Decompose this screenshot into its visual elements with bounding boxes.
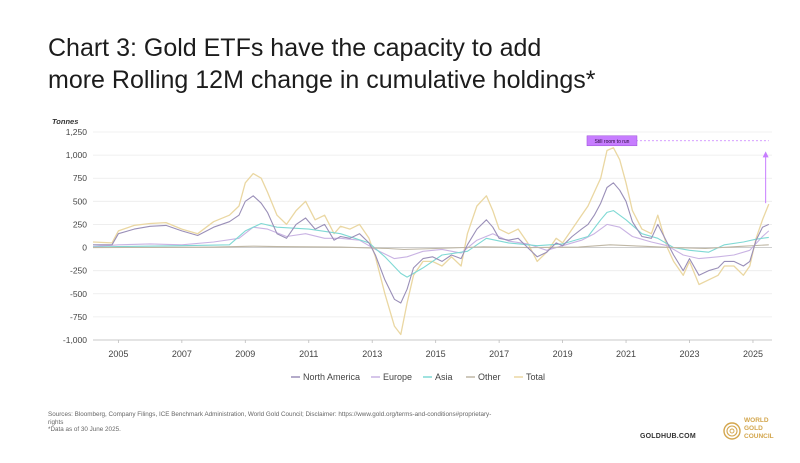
series-line-total xyxy=(92,147,770,336)
sources-line-1: Sources: Bloomberg, Company Filings, ICE… xyxy=(48,411,492,418)
x-tick-label: 2005 xyxy=(108,349,128,359)
legend-entry: Total xyxy=(526,372,545,382)
goldhub-link[interactable]: GOLDHUB.COM xyxy=(640,433,696,440)
data-date-note: *Data as of 30 June 2025. xyxy=(48,426,121,434)
y-tick-label: 1,000 xyxy=(66,150,88,160)
legend-entry: Other xyxy=(478,372,501,382)
y-tick-labels: -1,000 -750 -500 -250 0 250 500 750 1,000 1,250 xyxy=(63,127,87,345)
series-line-other xyxy=(92,244,769,250)
gridlines xyxy=(93,131,772,341)
x-tick-label: 2009 xyxy=(235,349,255,359)
y-tick-label: 250 xyxy=(73,219,87,229)
chart-svg: -1,000 -750 -500 -250 0 250 500 750 1,000 1,250 2… xyxy=(52,117,772,382)
x-tick-label: 2025 xyxy=(743,349,763,359)
logo-text: WORLD GOLD COUNCIL xyxy=(744,417,774,442)
y-tick-label: -750 xyxy=(70,312,87,322)
y-tick-label: -1,000 xyxy=(63,335,87,345)
title-line-1: Chart 3: Gold ETFs have the capacity to … xyxy=(48,34,542,62)
legend-entry: Europe xyxy=(383,372,412,382)
x-tick-label: 2007 xyxy=(172,349,192,359)
legend-entry: North America xyxy=(303,372,360,382)
series-line-asia xyxy=(92,210,769,278)
series-line-europe xyxy=(92,223,770,260)
annotation: Still room to run xyxy=(586,135,769,204)
legend: North America Europe Asia Other Total xyxy=(291,372,545,382)
y-tick-label: -250 xyxy=(70,266,87,276)
y-tick-label: 750 xyxy=(73,173,87,183)
logo-text-line-1: WORLD xyxy=(744,417,769,424)
y-tick-label: 500 xyxy=(73,196,87,206)
annotation-label: Still room to run xyxy=(594,139,629,145)
x-tick-label: 2013 xyxy=(362,349,382,359)
x-tick-label: 2017 xyxy=(489,349,509,359)
x-tick-label: 2011 xyxy=(299,349,318,359)
logo-mark-icon xyxy=(723,422,741,440)
logo-text-line-2: GOLD xyxy=(744,425,763,433)
legend-entry: Asia xyxy=(435,372,453,382)
x-tick-label: 2019 xyxy=(553,349,573,359)
logo-text-line-3: COUNCIL xyxy=(744,433,774,441)
series-lines xyxy=(92,147,770,336)
y-axis-label: Tonnes xyxy=(52,117,78,126)
chart-title: Chart 3: Gold ETFs have the capacity to … xyxy=(48,32,768,96)
sources-note: Sources: Bloomberg, Company Filings, ICE… xyxy=(48,411,608,434)
y-tick-label: 1,250 xyxy=(66,127,88,137)
world-gold-council-logo: WORLD GOLD COUNCIL xyxy=(722,414,788,448)
y-tick-label: 0 xyxy=(82,243,87,253)
y-tick-label: -500 xyxy=(70,289,87,299)
annotation-box xyxy=(586,135,638,147)
annotation-arrow-head xyxy=(762,151,769,158)
x-tick-label: 2021 xyxy=(616,349,636,359)
series-line-north-america xyxy=(93,182,770,304)
x-tick-label: 2023 xyxy=(679,349,699,359)
x-tick-label: 2015 xyxy=(426,349,446,359)
sources-line-2: rights xyxy=(48,418,64,426)
x-tick-labels: 2005 2007 2009 2011 2013 2015 2017 2019 2021 2023… xyxy=(108,340,763,359)
title-line-2: more Rolling 12M change in cumulative ho… xyxy=(48,66,596,94)
